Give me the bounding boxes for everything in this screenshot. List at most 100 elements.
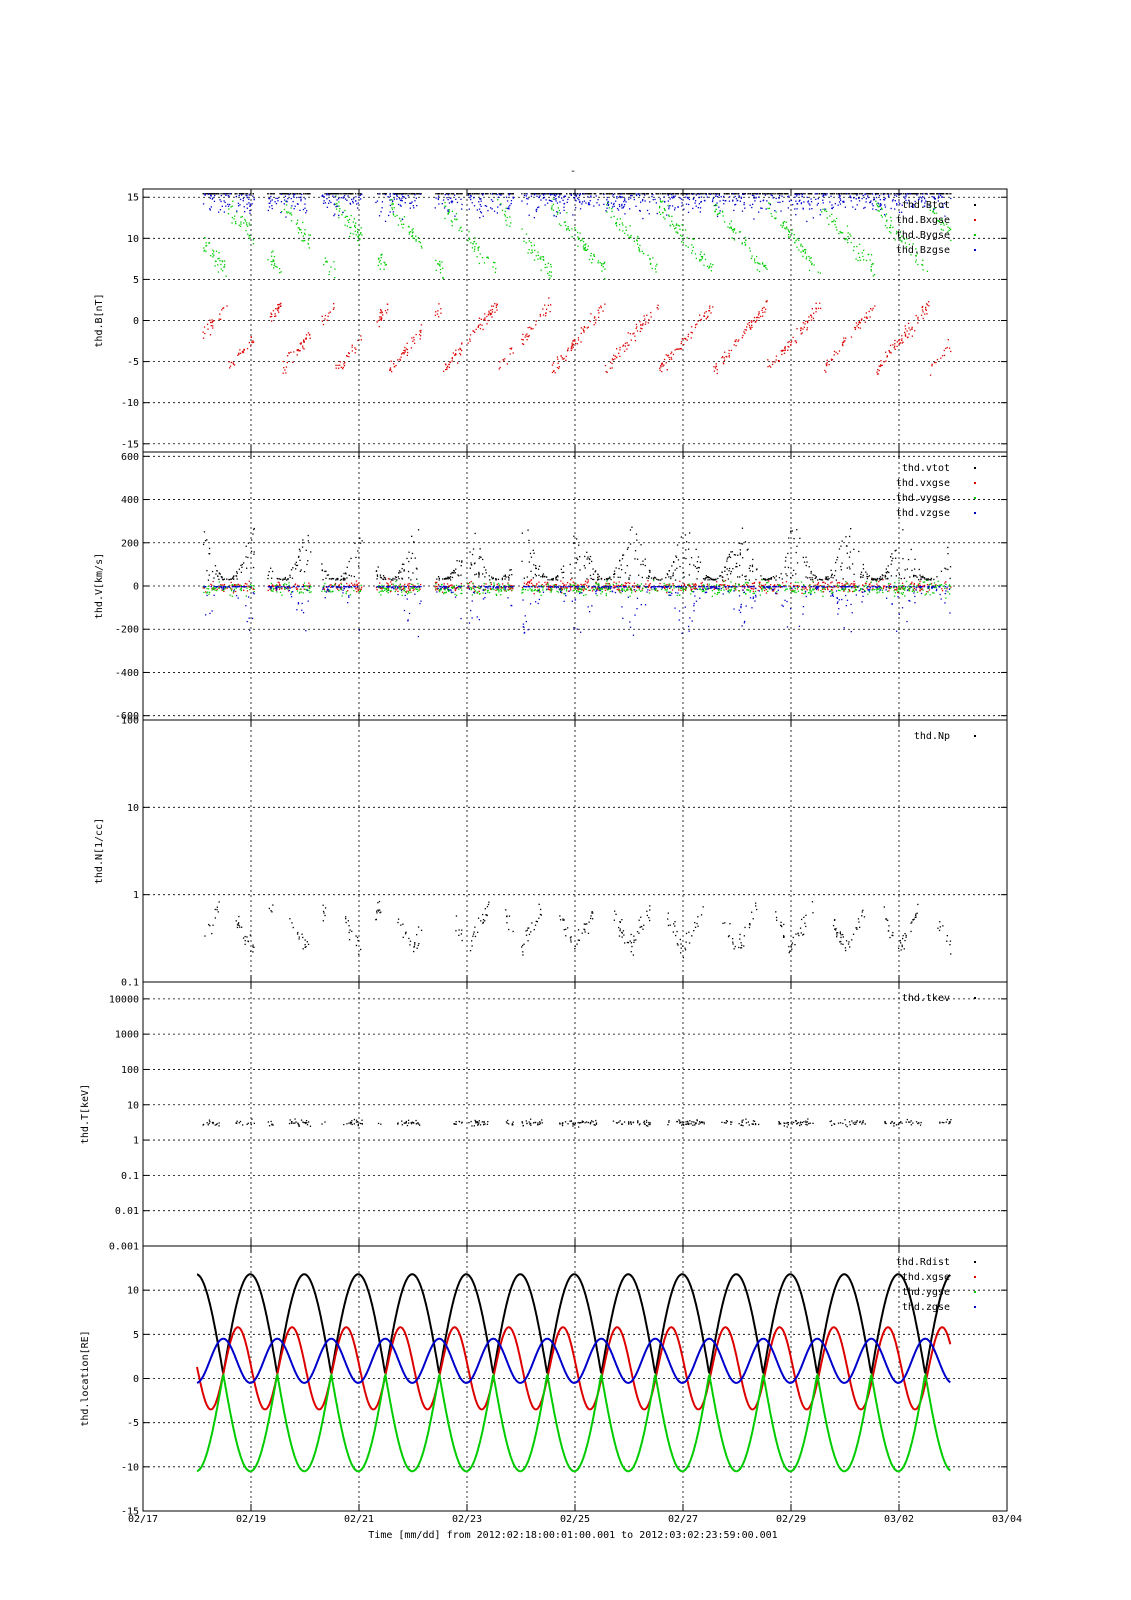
series-points-thd-Btot — [202, 193, 952, 195]
data-marks — [202, 193, 952, 376]
y-axis-label: thd.B[nT] — [94, 293, 105, 347]
legend-swatch — [974, 512, 976, 514]
y-axis-label: thd.N[1/cc] — [94, 818, 105, 884]
x-axis-tick-labels: 02/17 02/19 02/21 02/23 02/25 02/27 02/29 03/02… — [128, 1514, 1022, 1525]
y-axis-ticks: 10 5 0 -5 -10 -15 — [121, 1245, 1008, 1518]
series-line-thd-ygse — [196, 1372, 951, 1473]
series-points-thd-vzgse — [203, 586, 951, 638]
legend-entry: thd.ygse — [902, 1287, 950, 1298]
legend-entry: thd.tkev — [902, 993, 950, 1004]
x-axis-label: Time [mm/dd] from 2012:02:18:00:01:00.00… — [368, 1530, 777, 1541]
legend-entry: thd.Np — [914, 731, 950, 742]
panel-temperature: 10000 1000 100 10 1 0.1 0.01 0.001 thd.T[keV] thd… — [80, 981, 1008, 1253]
legend-swatch — [974, 1306, 976, 1308]
panel-location: 1050-5-10-15thd.location[RE]thd.Rdistthd… — [80, 1245, 1008, 1518]
x-tick-label: 03/02 — [884, 1514, 914, 1525]
y-tick-label: 1 — [133, 890, 139, 901]
legend-swatch — [974, 1276, 976, 1278]
y-tick-label: 400 — [121, 495, 139, 506]
legend-entry: thd.xgse — [902, 1272, 950, 1283]
y-tick-label: 0.01 — [115, 1206, 139, 1217]
legend: thd.Np — [914, 731, 976, 742]
y-axis-ticks: 100 10 1 0.1 — [121, 716, 1008, 989]
y-tick-label: 1000 — [115, 1030, 139, 1041]
y-tick-label: -600 — [115, 711, 139, 722]
legend-swatch — [974, 482, 976, 484]
y-tick-label: -15 — [121, 439, 139, 450]
series-points-thd-tkev — [202, 1118, 952, 1128]
legend-entry: thd.Rdist — [896, 1257, 950, 1268]
y-tick-label: 10 — [127, 1286, 139, 1297]
series-points-thd-Bygse — [203, 195, 952, 280]
series-points-thd-Np — [204, 900, 952, 959]
x-tick-label: 02/29 — [776, 1514, 806, 1525]
series-points-thd-vtot — [202, 526, 952, 581]
y-tick-label: 0 — [133, 316, 139, 327]
y-tick-label: 0.001 — [109, 1242, 139, 1253]
series-points-thd-Bxgse — [202, 297, 952, 376]
legend-entry: thd.zgse — [902, 1302, 950, 1313]
y-tick-label: -5 — [127, 1418, 139, 1429]
legend-entry: thd.vygse — [896, 493, 950, 504]
y-tick-label: 10000 — [109, 994, 139, 1005]
y-axis-label: thd.V[km/s] — [94, 553, 105, 619]
legend: thd.Btot thd.Bxgse thd.Bygse thd.Bzgse — [896, 200, 976, 256]
y-axis-ticks: 600 400 200 0 -200 -400 -600 — [115, 452, 1008, 722]
y-tick-label: -15 — [121, 1507, 139, 1518]
y-tick-label: -5 — [127, 357, 139, 368]
y-tick-label: 100 — [121, 1065, 139, 1076]
y-tick-label: 600 — [121, 452, 139, 463]
x-tick-label: 02/21 — [344, 1514, 374, 1525]
x-tick-label: 02/25 — [560, 1514, 590, 1525]
data-marks — [202, 1118, 952, 1128]
legend-entry: thd.vzgse — [896, 508, 950, 519]
y-tick-label: 10 — [127, 803, 139, 814]
y-tick-label: 200 — [121, 538, 139, 549]
y-tick-label: -10 — [121, 1462, 139, 1473]
x-tick-label: 02/23 — [452, 1514, 482, 1525]
y-tick-label: 1 — [133, 1136, 139, 1147]
y-tick-label: -10 — [121, 398, 139, 409]
legend-swatch — [974, 234, 976, 236]
legend-swatch — [974, 1291, 976, 1293]
data-marks — [196, 1273, 952, 1473]
x-tick-label: 02/19 — [236, 1514, 266, 1525]
grid — [143, 189, 1007, 452]
legend-swatch — [974, 249, 976, 251]
y-tick-label: 5 — [133, 1330, 139, 1341]
legend-swatch — [974, 497, 976, 499]
x-tick-label: 02/17 — [128, 1514, 158, 1525]
y-axis-ticks: 15 10 5 0 -5 -10 -15 — [121, 189, 1008, 452]
y-tick-label: -400 — [115, 668, 139, 679]
data-marks — [204, 900, 952, 959]
legend-entry: thd.Btot — [902, 200, 950, 211]
legend: thd.Rdist thd.xgse thd.ygse thd.zgse — [896, 1257, 976, 1313]
y-tick-label: 0.1 — [121, 978, 139, 989]
legend: thd.vtot thd.vxgse thd.vygse thd.vzgse — [896, 463, 976, 519]
legend-entry: thd.Bygse — [896, 230, 950, 241]
y-axis-label: thd.location[RE] — [80, 1330, 91, 1426]
series-line-thd-Rdist — [196, 1273, 951, 1376]
grid — [143, 1246, 1007, 1511]
panel-density: 100 10 1 0.1 thd.N[1/cc] thd.Np — [94, 716, 1008, 989]
legend-swatch — [974, 1261, 976, 1263]
y-tick-label: -200 — [115, 625, 139, 636]
data-marks — [202, 526, 952, 638]
y-tick-label: 10 — [127, 234, 139, 245]
grid — [143, 982, 1007, 1246]
legend-entry: thd.Bzgse — [896, 245, 950, 256]
legend-swatch — [974, 219, 976, 221]
x-tick-label: 03/04 — [992, 1514, 1022, 1525]
x-tick-label: 02/27 — [668, 1514, 698, 1525]
y-axis-ticks: 10000 1000 100 10 1 0.1 0.01 0.001 — [109, 982, 1008, 1253]
legend-entry: thd.vxgse — [896, 478, 950, 489]
series-points-thd-Bzgse — [202, 193, 952, 223]
legend-swatch — [974, 204, 976, 206]
series-line-thd-zgse — [196, 1337, 951, 1384]
y-tick-label: 0 — [133, 582, 139, 593]
y-tick-label: 100 — [121, 716, 139, 727]
y-tick-label: 0 — [133, 1374, 139, 1385]
y-tick-label: 10 — [127, 1100, 139, 1111]
figure-title: - — [570, 166, 576, 177]
